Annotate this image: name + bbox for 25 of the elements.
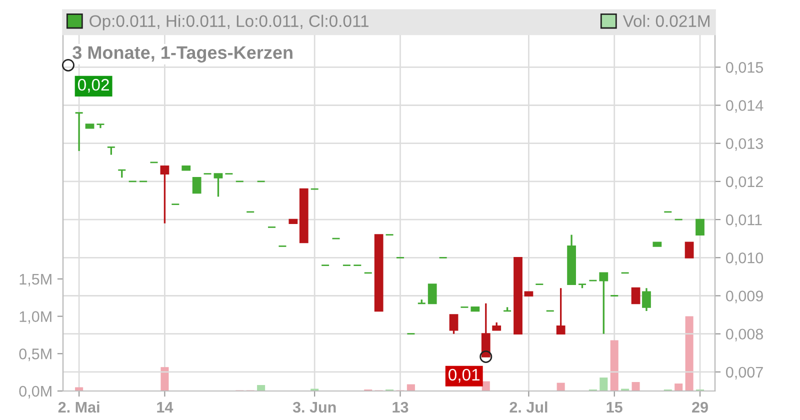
y-tick-label: 0,015 — [726, 62, 764, 75]
x-tick-label: 15 — [606, 402, 622, 413]
y-tick-label: 0,007 — [726, 366, 763, 380]
annotation: 0,02 — [78, 78, 109, 93]
x-tick-label: 14 — [157, 402, 174, 412]
legend-label: Vol: 0.021M — [622, 14, 710, 27]
y-tick-label: 0,009 — [726, 290, 763, 304]
y-tick-label: 0,010 — [726, 252, 764, 266]
y-tick-label: 0,008 — [726, 328, 763, 342]
x-tick-label: 29 — [692, 402, 708, 413]
y2-tick-label: 0,0M — [19, 386, 52, 398]
y2-tick-label: 0,5M — [19, 348, 52, 362]
y-tick-label: 0,013 — [726, 138, 763, 151]
annotation: 0,01 — [448, 368, 480, 383]
text: 3 Monate, 1-Tages-Kerzen — [72, 46, 292, 63]
legend-label: Op:0.011, Hi:0.011, Lo:0.011, Cl:0.011 — [90, 14, 368, 30]
x-tick-label: 3. Jun — [292, 402, 336, 413]
y-tick-label: 0,011 — [726, 214, 762, 228]
y2-tick-label: 1,0M — [20, 311, 52, 324]
y2-tick-label: 1,5M — [20, 274, 52, 286]
y-tick-label: 0,012 — [726, 176, 763, 189]
x-tick-label: 2. Jul — [510, 401, 548, 413]
x-tick-label: 13 — [392, 402, 408, 413]
y-tick-label: 0,014 — [726, 100, 764, 113]
x-tick-label: 2. Mai — [58, 401, 100, 413]
